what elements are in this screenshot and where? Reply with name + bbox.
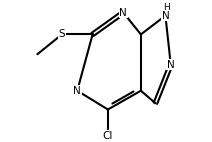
Text: S: S bbox=[59, 29, 65, 39]
Text: N: N bbox=[167, 60, 175, 70]
Text: Cl: Cl bbox=[103, 130, 113, 141]
Text: N: N bbox=[162, 11, 169, 21]
Text: N: N bbox=[119, 8, 127, 17]
Text: H: H bbox=[163, 3, 170, 12]
Text: N: N bbox=[73, 86, 81, 96]
